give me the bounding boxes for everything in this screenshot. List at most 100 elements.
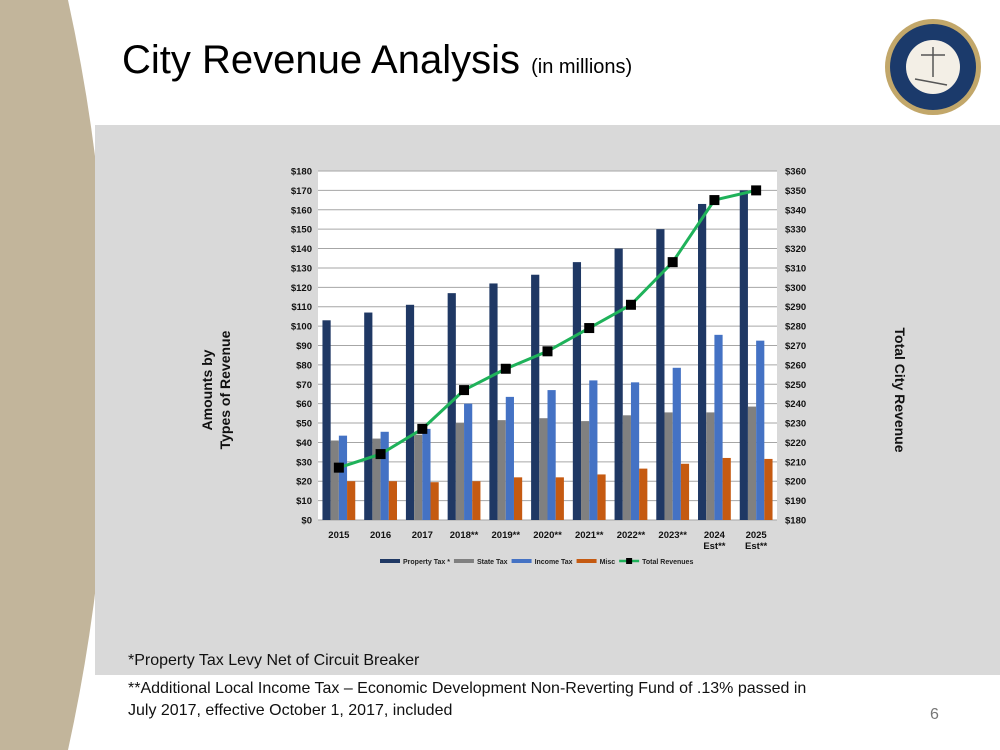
- x-tick-label: 2019**: [492, 530, 521, 541]
- bar-income-tax: [338, 435, 348, 520]
- y2-tick-label: $220: [785, 438, 806, 449]
- bar-property-tax: [364, 312, 373, 520]
- x-tick-label: Est**: [745, 541, 767, 552]
- x-tick-label: 2024: [704, 530, 726, 541]
- y-tick-label: $180: [291, 167, 312, 178]
- y2-tick-label: $180: [785, 516, 806, 527]
- legend-label: Total Revenues: [642, 559, 693, 566]
- x-tick-label: 2016: [370, 530, 391, 541]
- bar-state-tax: [330, 440, 339, 520]
- y-tick-label: $110: [291, 302, 312, 313]
- legend-label: Misc: [600, 559, 616, 566]
- y2-tick-label: $240: [785, 399, 806, 410]
- y-tick-label: $50: [296, 419, 312, 430]
- y-tick-label: $130: [291, 263, 312, 274]
- bar-income-tax: [630, 382, 640, 520]
- bar-property-tax: [656, 229, 665, 520]
- bar-property-tax: [739, 190, 748, 520]
- bar-income-tax: [756, 340, 765, 520]
- y2-tick-label: $310: [785, 263, 806, 274]
- bar-state-tax: [622, 415, 631, 520]
- x-tick-label: 2021**: [575, 530, 604, 541]
- legend-swatch: [511, 559, 532, 563]
- bar-income-tax: [672, 367, 681, 520]
- total-revenues-marker: [542, 346, 553, 357]
- y-tick-label: $160: [291, 205, 312, 216]
- decorative-tan-curve: [0, 0, 109, 750]
- legend-label: Income Tax: [535, 559, 573, 566]
- y2-tick-label: $330: [785, 225, 806, 236]
- bar-misc: [472, 481, 481, 520]
- bar-income-tax: [464, 403, 473, 520]
- bar-income-tax: [505, 396, 514, 520]
- y2-axis-title: Total City Revenue: [892, 328, 908, 453]
- bar-income-tax: [547, 390, 556, 520]
- legend-label: Property Tax *: [403, 559, 450, 566]
- x-tick-label: Est**: [703, 541, 725, 552]
- footnote-income-tax-line2: July 2017, effective October 1, 2017, in…: [128, 702, 453, 719]
- x-tick-label: 2022**: [617, 530, 646, 541]
- bar-income-tax: [714, 334, 723, 520]
- y-tick-label: $100: [291, 322, 312, 333]
- y2-tick-label: $320: [785, 244, 806, 255]
- y-tick-label: $80: [296, 360, 312, 371]
- x-tick-label: 2025: [746, 530, 768, 541]
- bar-state-tax: [664, 412, 673, 520]
- bar-state-tax: [581, 421, 590, 520]
- total-revenues-marker: [375, 449, 386, 460]
- page-title: City Revenue Analysis (in millions): [122, 38, 632, 83]
- bar-misc: [347, 481, 356, 520]
- bar-state-tax: [497, 420, 506, 520]
- total-revenues-marker: [751, 185, 762, 196]
- total-revenues-marker: [625, 299, 636, 310]
- y2-tick-label: $350: [785, 186, 806, 197]
- total-revenues-marker: [667, 257, 678, 268]
- footnote-income-tax-line1: **Additional Local Income Tax – Economic…: [128, 680, 807, 697]
- y-tick-label: $90: [296, 341, 312, 352]
- bar-misc: [764, 458, 773, 520]
- bar-misc: [555, 477, 564, 520]
- bar-property-tax: [531, 274, 540, 520]
- total-revenues-marker: [500, 363, 511, 374]
- legend-swatch: [576, 559, 597, 563]
- legend-marker: [626, 558, 633, 564]
- x-tick-label: 2020**: [533, 530, 562, 541]
- y2-tick-label: $270: [785, 341, 806, 352]
- y-tick-label: $20: [296, 477, 312, 488]
- y-tick-label: $40: [296, 438, 312, 449]
- total-revenues-marker: [709, 195, 720, 206]
- legend-swatch: [453, 559, 474, 563]
- y-tick-label: $120: [291, 283, 312, 294]
- y2-tick-label: $190: [785, 496, 806, 507]
- bar-misc: [430, 482, 439, 520]
- y-tick-label: $150: [291, 225, 312, 236]
- bar-state-tax: [372, 438, 381, 520]
- bar-misc: [513, 477, 523, 520]
- bar-income-tax: [589, 380, 598, 520]
- y-tick-label: $0: [301, 516, 312, 527]
- bar-property-tax: [698, 203, 707, 520]
- bar-state-tax: [455, 423, 465, 520]
- title-suffix: (in millions): [531, 56, 633, 78]
- y2-tick-label: $260: [785, 360, 806, 371]
- bar-income-tax: [380, 431, 389, 520]
- total-revenues-marker: [333, 462, 344, 473]
- x-tick-label: 2017: [412, 530, 433, 541]
- title-text: City Revenue Analysis: [122, 38, 520, 82]
- page-number: 6: [930, 706, 939, 723]
- bar-income-tax: [422, 428, 431, 520]
- footnote-property-tax: *Property Tax Levy Net of Circuit Breake…: [128, 652, 420, 669]
- y-axis-title: Amounts by Types of Revenue: [199, 330, 233, 449]
- bar-property-tax: [447, 293, 456, 520]
- x-tick-label: 2023**: [658, 530, 687, 541]
- bar-property-tax: [405, 304, 415, 520]
- y2-tick-label: $250: [785, 380, 806, 391]
- bar-misc: [722, 457, 731, 520]
- y-tick-label: $170: [291, 186, 312, 197]
- bar-misc: [680, 463, 690, 520]
- bar-misc: [639, 468, 648, 520]
- x-tick-label: 2015: [328, 530, 350, 541]
- y2-tick-label: $340: [785, 205, 806, 216]
- total-revenues-marker: [417, 423, 428, 434]
- bar-misc: [597, 474, 606, 520]
